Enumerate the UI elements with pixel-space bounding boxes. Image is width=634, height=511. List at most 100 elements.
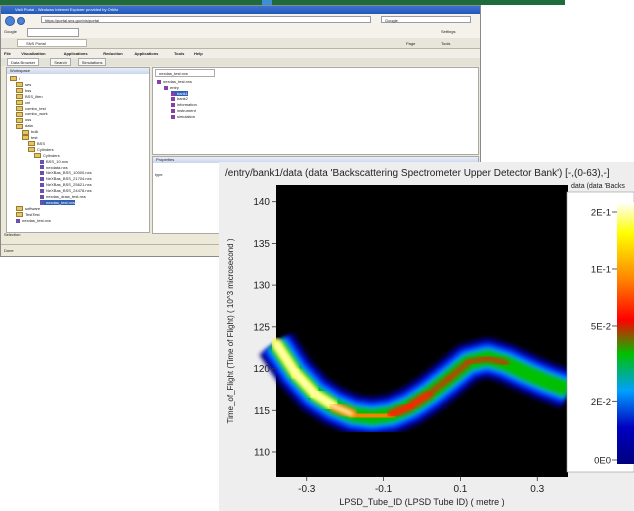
- folder-icon: [16, 94, 23, 100]
- tree-item-label: cnl: [25, 99, 31, 105]
- tree-item[interactable]: nexdas_test.nxs: [40, 199, 75, 205]
- google-search-box[interactable]: [27, 28, 79, 37]
- tree-item-label: BSS_liten: [25, 93, 43, 99]
- tree-item[interactable]: bss: [16, 87, 32, 94]
- tree-item-label: TestTest: [25, 211, 40, 217]
- heatmap-layer: [259, 332, 575, 437]
- tree-item[interactable]: TestTest: [16, 211, 40, 218]
- browser-tab[interactable]: SNS Portal: [17, 39, 87, 47]
- address-bar[interactable]: https://portal.sns.gov/vis/portal: [41, 16, 371, 23]
- tree-item-label: NeXBas_BSS_25621.nxs: [46, 182, 92, 188]
- tree-item[interactable]: nexdas_test.nxs: [16, 218, 51, 223]
- tree-item[interactable]: BSS_10.nxs: [40, 159, 68, 164]
- file-tree-item[interactable]: entry: [164, 85, 179, 90]
- search-input[interactable]: Google: [381, 16, 471, 23]
- node-icon: [171, 108, 175, 113]
- app-menu-item[interactable]: Visualization: [21, 51, 46, 56]
- ridge-segment: [426, 375, 452, 397]
- folder-icon: [10, 76, 17, 82]
- tree-item[interactable]: data: [16, 123, 33, 129]
- file-tree-label: entry: [170, 84, 179, 90]
- ridge-core: [274, 342, 354, 417]
- folder-icon: [34, 153, 41, 159]
- file-view-tab[interactable]: nexdas_test.nxs: [155, 69, 215, 77]
- y-tick-label: 135: [253, 239, 270, 250]
- file-view-pane: nexdas_test.nxs nexdas_test.nxs entry bank…: [152, 67, 479, 155]
- ridge-segment: [406, 389, 434, 411]
- app-menu-item[interactable]: Applications: [63, 51, 88, 56]
- x-tick-label: 0.3: [530, 484, 544, 495]
- tree-item[interactable]: NeXBas_BSS_10000.nxs: [40, 170, 92, 175]
- app-menu-item[interactable]: Reduction: [103, 51, 123, 56]
- forward-button[interactable]: [17, 17, 25, 25]
- file-tree-item[interactable]: bank1: [171, 90, 188, 96]
- browser-tab-bar: SNS Portal Page Tools: [1, 38, 480, 49]
- settings-button[interactable]: Settings: [441, 29, 456, 34]
- tree-item[interactable]: test: [22, 135, 38, 141]
- file-tree-item[interactable]: instrument: [171, 108, 196, 113]
- tree-item[interactable]: nexdas_draw_test.nxs: [40, 194, 86, 199]
- tree-item[interactable]: Cylinders: [34, 152, 60, 159]
- file-tree-item[interactable]: nexdas_test.nxs: [157, 79, 192, 84]
- tree-item-label: test: [31, 135, 38, 140]
- y-tick-label: 130: [253, 281, 270, 292]
- tree-item[interactable]: software: [16, 206, 40, 212]
- subtab-data-browser[interactable]: Data Browser: [7, 58, 40, 66]
- tree-item-label: combo_work: [25, 111, 48, 117]
- tree-item[interactable]: combo_work: [16, 111, 48, 117]
- subtab-simulations[interactable]: Simulations: [77, 58, 107, 66]
- tree-item-label: oss: [25, 117, 32, 123]
- file-tree-label: nexdas_test.nxs: [163, 79, 192, 84]
- tree-item[interactable]: cnl: [16, 99, 31, 106]
- folder-icon: [22, 129, 29, 135]
- file-icon: [40, 159, 44, 164]
- colorbar-tick-label: 2E-1: [591, 208, 611, 219]
- selection-footer: Selection: [4, 232, 21, 237]
- tree-item[interactable]: ses: [16, 82, 31, 88]
- tree-item[interactable]: NeXBas_BSS_25621.nxs: [40, 182, 92, 187]
- folder-icon: [16, 123, 23, 129]
- tree-item[interactable]: nexdata.nxs: [40, 165, 68, 170]
- ridge-segment: [484, 354, 510, 367]
- folder-icon: [16, 88, 23, 94]
- tree-item[interactable]: combo_test: [16, 106, 46, 111]
- navigation-bar: https://portal.sns.gov/vis/portal Google: [1, 14, 480, 27]
- file-tree-item[interactable]: simulation: [171, 114, 195, 119]
- tree-item[interactable]: bulk: [22, 129, 38, 135]
- colorbar-tick-label: 2E-2: [591, 397, 611, 408]
- banner-marker: [262, 0, 272, 5]
- file-tree-label: information: [177, 102, 197, 108]
- app-menu-item[interactable]: Tools: [174, 51, 185, 56]
- tree-item[interactable]: NeXBas_BSS_24478.nxs: [40, 188, 92, 193]
- tree-item[interactable]: BSS: [28, 141, 45, 147]
- node-icon: [171, 103, 175, 108]
- tree-item-label: Cylinders: [43, 152, 60, 158]
- node-icon: [164, 85, 168, 90]
- app-menu-item[interactable]: Help: [194, 51, 203, 56]
- plot-canvas: /entry/bank1/data (data 'Backscattering …: [225, 168, 634, 507]
- tree-item[interactable]: Cylinders: [28, 146, 54, 153]
- tools-menu[interactable]: Tools: [441, 41, 451, 46]
- workspace-header: Workspace: [7, 68, 149, 74]
- properties-header: Properties: [153, 157, 478, 163]
- node-icon: [171, 97, 175, 102]
- tree-item[interactable]: NeXBas_BSS_21704.nxs: [40, 176, 92, 181]
- tree-item-label: bss: [25, 87, 32, 93]
- tree-item[interactable]: BSS_liten: [16, 93, 43, 100]
- file-tree-item[interactable]: bank2: [171, 96, 188, 101]
- subtab-bar: Data Browser Search Simulations: [1, 58, 480, 66]
- file-tree-item[interactable]: information: [171, 102, 197, 107]
- back-button[interactable]: [5, 16, 15, 26]
- tree-item-label: Cylinders: [37, 146, 54, 152]
- tree-item[interactable]: /: [10, 76, 20, 82]
- app-menu-item[interactable]: Applications: [134, 51, 159, 56]
- tree-item[interactable]: oss: [16, 117, 32, 123]
- tree-item-label: data: [25, 123, 33, 129]
- browser-title: VisIt Portal - Windows Internet Explorer…: [15, 7, 119, 12]
- page-menu[interactable]: Page: [406, 41, 416, 46]
- y-tick-label: 115: [254, 406, 270, 417]
- app-menu-item[interactable]: File: [4, 51, 11, 56]
- file-icon: [40, 165, 44, 170]
- subtab-search[interactable]: Search: [50, 58, 71, 66]
- node-icon: [171, 91, 175, 96]
